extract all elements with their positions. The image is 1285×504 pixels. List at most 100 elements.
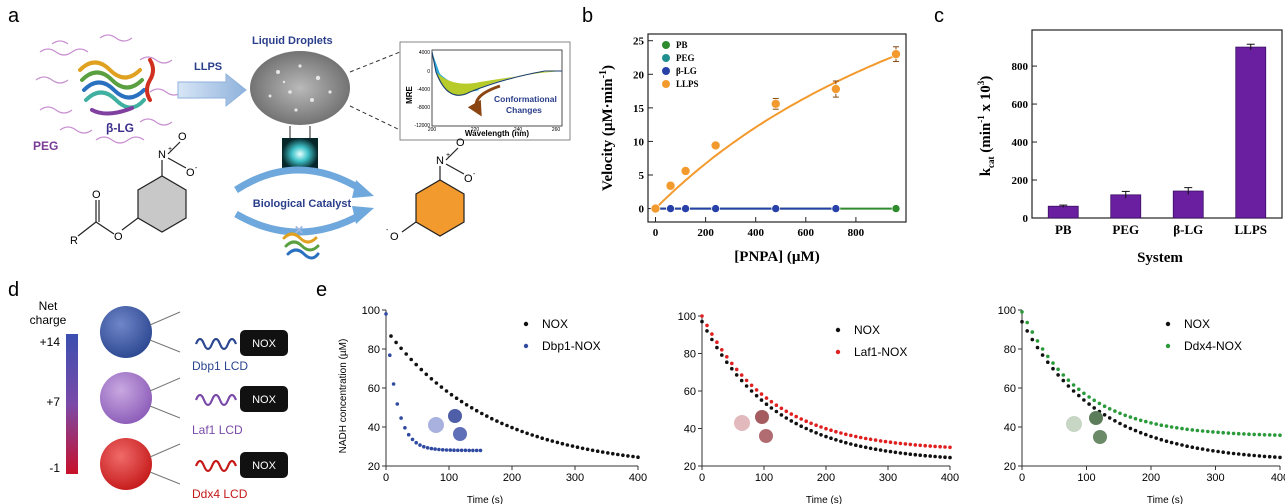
e3-point-fusion bbox=[1236, 431, 1241, 436]
e2-point-nox bbox=[764, 402, 769, 407]
cd-ytick: -12000 bbox=[414, 123, 430, 129]
cd-xlabel: Wavelength (nm) bbox=[465, 129, 529, 138]
chart-b-point-blg bbox=[666, 204, 675, 213]
e3-point-nox bbox=[1200, 447, 1205, 451]
e3-point-nox bbox=[1113, 419, 1117, 423]
nox-label-ddx4: NOX bbox=[252, 460, 277, 472]
e3-xtick-label: 300 bbox=[1206, 472, 1224, 484]
e2-point-fusion bbox=[720, 348, 724, 352]
e2-point-nox bbox=[829, 436, 833, 441]
e1-point-fusion bbox=[437, 447, 441, 452]
e3-point-fusion bbox=[1164, 424, 1169, 428]
e2-point-nox bbox=[725, 360, 729, 365]
e1-point-nox bbox=[510, 425, 514, 430]
nitro-minus-left: - bbox=[195, 165, 198, 172]
chart-e1: 20 40 60 80 100 0 100 200 300 400 NOX Dbp1-NOX bbox=[362, 305, 648, 484]
charge-tick-mid: +7 bbox=[46, 395, 60, 409]
e2-point-nox bbox=[814, 431, 818, 435]
e3-point-fusion bbox=[1149, 421, 1153, 425]
e2-point-fusion bbox=[943, 445, 947, 449]
cd-xtick: 200 bbox=[428, 127, 437, 133]
chart-c-bar bbox=[1235, 46, 1267, 219]
e3-point-fusion bbox=[1025, 320, 1029, 325]
e2-ytick-label: 40 bbox=[684, 424, 696, 436]
e3-point-fusion bbox=[1180, 426, 1184, 431]
e2-point-fusion bbox=[754, 388, 759, 392]
e2-point-fusion bbox=[764, 396, 769, 400]
nox-box-dbp1 bbox=[240, 330, 288, 356]
e1-point-nox bbox=[464, 403, 469, 407]
e1-ytick-label: 40 bbox=[368, 422, 380, 434]
product-o: O bbox=[390, 231, 399, 243]
e2-point-fusion bbox=[923, 443, 927, 448]
e1-point-fusion bbox=[403, 426, 407, 430]
nox-box-ddx4 bbox=[240, 452, 288, 478]
e3-point-nox bbox=[1190, 445, 1195, 450]
e1-point-fusion bbox=[399, 416, 403, 420]
laf1-droplet bbox=[100, 372, 152, 424]
biological-catalyst-label: Biological Catalyst bbox=[253, 198, 352, 210]
protein-ribbon bbox=[78, 58, 155, 116]
e3-point-fusion bbox=[1242, 432, 1246, 436]
e2-point-fusion bbox=[844, 432, 848, 437]
e3-point-fusion bbox=[1097, 401, 1102, 406]
panel-e-letter: e bbox=[316, 279, 327, 301]
e3-point-nox bbox=[1221, 450, 1225, 455]
e1-point-nox bbox=[585, 447, 590, 452]
chart-c-ytick-label: 400 bbox=[1012, 137, 1029, 149]
substrate-molecule bbox=[77, 141, 187, 237]
chart-e3: 20 40 60 80 100 0 100 200 300 400 NOX Ddx4-NOX bbox=[998, 305, 1285, 484]
cd-ytick: 0 bbox=[427, 69, 430, 75]
e1-point-nox bbox=[621, 453, 625, 458]
e3-point-nox bbox=[1056, 373, 1060, 377]
e3-point-nox bbox=[1273, 455, 1277, 459]
e2-xtick-label: 100 bbox=[755, 472, 773, 484]
e3-point-nox bbox=[1267, 454, 1272, 459]
chart-c-ylabel-close: ) bbox=[978, 76, 994, 81]
e3-point-fusion bbox=[1144, 419, 1148, 424]
e2-point-nox bbox=[705, 329, 709, 333]
e2-ytick-label: 80 bbox=[684, 349, 696, 361]
ddx4-droplet bbox=[100, 438, 152, 490]
e1-point-nox bbox=[500, 421, 504, 426]
e2-point-nox bbox=[903, 451, 908, 456]
e3-point-fusion bbox=[1087, 395, 1091, 399]
e1-ytick-label: 60 bbox=[368, 383, 380, 395]
catalyst-arrowhead-top bbox=[352, 180, 374, 198]
e2-point-nox bbox=[933, 454, 937, 459]
nitro-o-right-1: O bbox=[456, 137, 465, 149]
e2-point-nox bbox=[794, 421, 798, 426]
e1-point-nox bbox=[469, 406, 474, 410]
e1-ytick-label: 80 bbox=[368, 344, 380, 356]
e3-point-fusion bbox=[1267, 433, 1272, 437]
e3-point-fusion bbox=[1231, 431, 1236, 436]
dbp1-lcd-chain bbox=[194, 337, 238, 351]
e2-point-nox bbox=[849, 442, 853, 446]
charge-tick-high: +14 bbox=[40, 335, 61, 349]
e2-point-nox bbox=[948, 455, 952, 460]
e3-point-nox bbox=[1231, 451, 1236, 456]
e1-point-fusion bbox=[456, 448, 460, 453]
e3-point-nox bbox=[1144, 432, 1148, 437]
product-molecule bbox=[401, 147, 465, 237]
chart-b-xtick-label: 0 bbox=[653, 227, 659, 239]
e3-point-nox bbox=[1175, 442, 1179, 446]
e1-point-fusion bbox=[444, 448, 449, 452]
chart-c-bar bbox=[1047, 205, 1079, 219]
e3-point-nox bbox=[1206, 448, 1210, 452]
e3-point-nox bbox=[1082, 398, 1086, 402]
e1-point-fusion bbox=[410, 437, 415, 442]
e3-point-nox bbox=[1164, 439, 1169, 444]
e1-point-nox bbox=[611, 451, 615, 456]
conformational-label-2: Changes bbox=[506, 105, 542, 115]
laf1-lcd-chain bbox=[194, 393, 238, 407]
cd-ylabel: MRE bbox=[405, 85, 414, 103]
e1-point-nox bbox=[404, 352, 409, 356]
e1-point-fusion bbox=[467, 448, 472, 453]
construct-leader-lines bbox=[149, 311, 181, 485]
e1-point-fusion bbox=[395, 402, 400, 406]
e2-legend-marker bbox=[835, 327, 841, 333]
e1-point-fusion bbox=[452, 448, 456, 453]
chart-c-ylabel-main: (min bbox=[978, 122, 994, 156]
e3-point-fusion bbox=[1056, 367, 1060, 372]
